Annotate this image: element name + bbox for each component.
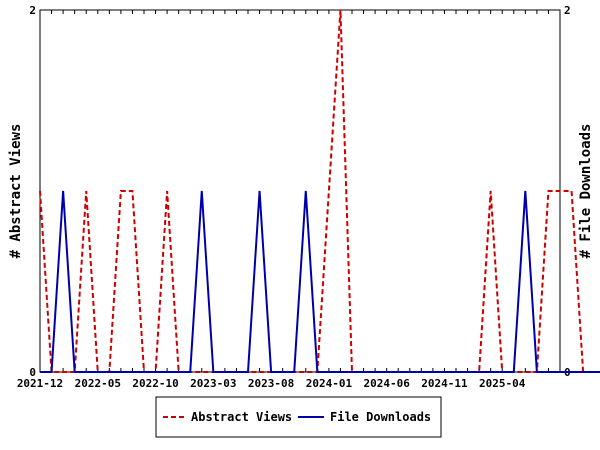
x-tick-label: 2022-10 — [132, 377, 178, 390]
legend-label-abstract-views: Abstract Views — [191, 410, 292, 424]
y-tick-label-left: 2 — [29, 4, 36, 17]
legend: Abstract Views File Downloads — [155, 396, 442, 438]
series-line-abstract-views — [39, 9, 600, 373]
legend-label-file-downloads: File Downloads — [330, 410, 431, 424]
x-tick-label: 2022-05 — [75, 377, 121, 390]
series-line-file-downloads — [40, 190, 600, 373]
y-tick-label-left: 0 — [29, 366, 36, 379]
series-layer — [39, 9, 600, 373]
y-axis-label-left: # Abstract Views — [8, 124, 24, 259]
x-tick-label: 2024-11 — [421, 377, 468, 390]
y-axis-label-right: # File Downloads — [578, 124, 594, 259]
x-tick-label: 2023-08 — [248, 377, 294, 390]
x-tick-label: 2024-01 — [306, 377, 353, 390]
x-axis: 2021-12 2022-05 2022-10 2023-03 2023-08 2024-… — [17, 10, 561, 390]
x-tick-label: 2024-06 — [363, 377, 410, 390]
x-tick-label: 2023-03 — [190, 377, 236, 390]
x-tick-label: 2021-12 — [17, 377, 63, 390]
x-tick-label: 2025-04 — [479, 377, 526, 390]
y-tick-label-right: 2 — [564, 4, 571, 17]
